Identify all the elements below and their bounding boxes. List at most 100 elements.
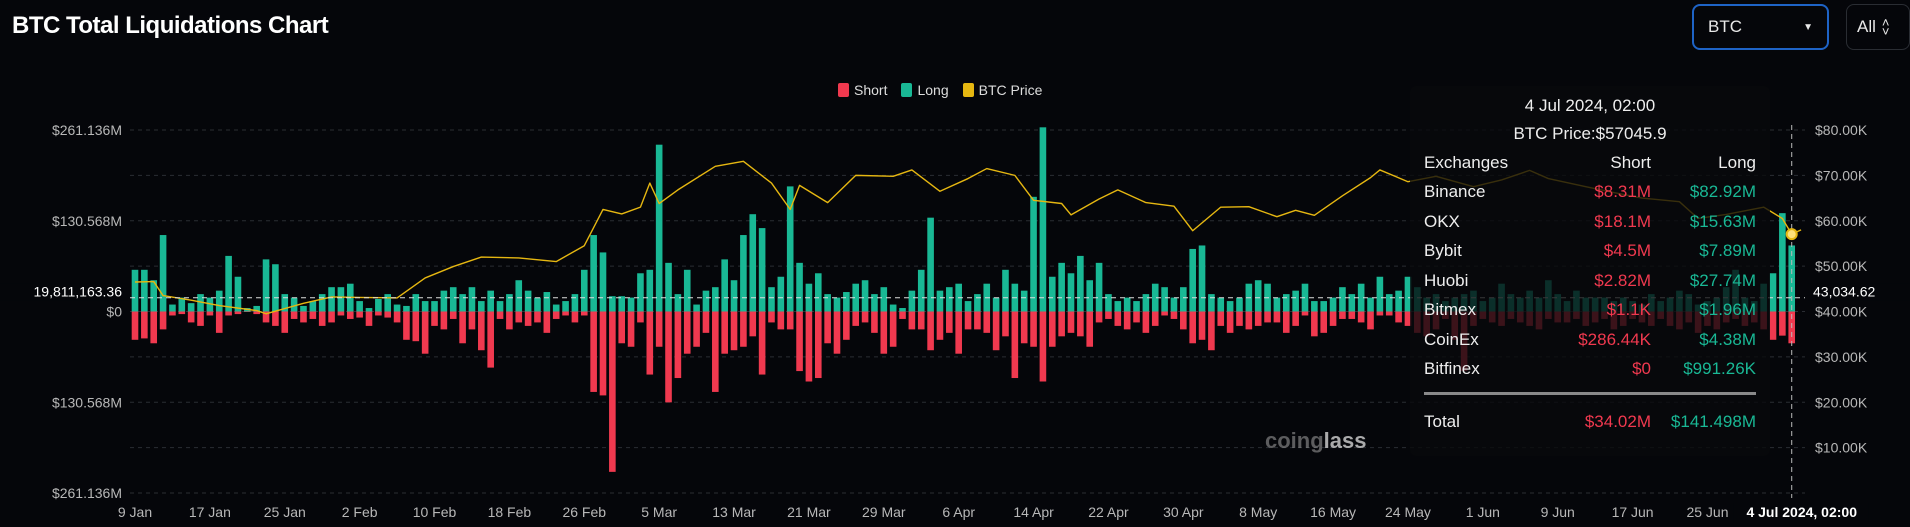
tooltip-long: $27.74M bbox=[1689, 270, 1756, 290]
short-bar bbox=[646, 311, 654, 375]
long-bar bbox=[496, 301, 504, 312]
short-bar bbox=[552, 311, 560, 319]
left-axis-tick: $261.136M bbox=[52, 122, 122, 138]
short-bar bbox=[1114, 311, 1122, 326]
short-bar bbox=[927, 311, 934, 351]
long-bar bbox=[637, 273, 644, 312]
short-bar bbox=[159, 311, 167, 330]
short-bar bbox=[290, 311, 298, 319]
long-bar bbox=[1161, 287, 1168, 312]
long-bar bbox=[543, 292, 551, 312]
short-bar bbox=[215, 311, 223, 333]
chart-legend: Short Long BTC Price bbox=[838, 82, 1042, 98]
long-bar bbox=[197, 294, 204, 312]
long-bar bbox=[1133, 301, 1140, 312]
left-axis-tick: $0 bbox=[106, 304, 122, 320]
short-bar bbox=[1404, 311, 1412, 326]
short-bar bbox=[590, 311, 597, 392]
short-bar bbox=[1367, 311, 1374, 330]
short-bar bbox=[712, 311, 719, 392]
long-bar bbox=[328, 287, 335, 312]
legend-item-long[interactable]: Long bbox=[901, 82, 949, 98]
short-bar bbox=[899, 311, 906, 319]
legend-swatch-long bbox=[901, 83, 913, 97]
long-bar bbox=[740, 235, 747, 312]
long-bar bbox=[234, 276, 242, 312]
short-bar bbox=[946, 311, 953, 333]
short-bar bbox=[768, 311, 775, 323]
short-bar bbox=[1273, 311, 1281, 323]
legend-item-short[interactable]: Short bbox=[838, 82, 887, 98]
short-bar bbox=[721, 311, 728, 354]
long-bar bbox=[141, 269, 148, 312]
long-bar bbox=[1086, 280, 1094, 312]
tooltip-date: 4 Jul 2024, 02:00 bbox=[1524, 96, 1656, 115]
long-bar bbox=[655, 144, 663, 312]
long-bar bbox=[1779, 213, 1786, 312]
legend-item-btc-price[interactable]: BTC Price bbox=[962, 82, 1042, 98]
long-bar bbox=[1254, 280, 1262, 312]
short-bar bbox=[1348, 311, 1356, 319]
short-bar bbox=[786, 311, 794, 330]
x-hover-label: 4 Jul 2024, 02:00 bbox=[1746, 504, 1857, 520]
x-axis-tick: 8 May bbox=[1239, 504, 1277, 520]
range-select-value: All bbox=[1857, 17, 1876, 36]
long-bar bbox=[356, 301, 363, 312]
short-bar bbox=[730, 311, 738, 351]
short-bar bbox=[1086, 311, 1094, 347]
long-bar bbox=[365, 308, 373, 312]
short-bar bbox=[1236, 311, 1243, 326]
short-bar bbox=[384, 311, 392, 318]
tooltip-name: Bybit bbox=[1424, 241, 1462, 261]
long-bar bbox=[1320, 301, 1328, 312]
short-bar bbox=[1067, 311, 1075, 333]
x-axis-tick: 5 Mar bbox=[641, 504, 677, 520]
tooltip-table: Exchanges Short Long Binance $8.31M $82.92… bbox=[1424, 148, 1756, 437]
coin-select[interactable]: BTC ▼ bbox=[1692, 4, 1829, 50]
long-bar bbox=[908, 290, 916, 312]
short-bar bbox=[852, 311, 860, 326]
short-bar bbox=[206, 311, 214, 316]
short-bar bbox=[599, 311, 607, 396]
short-bar bbox=[1320, 311, 1328, 333]
long-bar bbox=[1048, 276, 1056, 312]
long-bar bbox=[131, 269, 139, 312]
long-bar bbox=[159, 235, 167, 312]
short-bar bbox=[534, 311, 541, 323]
x-axis-tick: 1 Jun bbox=[1466, 504, 1500, 520]
short-bar bbox=[496, 311, 504, 319]
right-axis-tick: $60.00K bbox=[1815, 213, 1868, 229]
long-bar bbox=[1367, 297, 1374, 312]
short-bar bbox=[1779, 311, 1786, 336]
short-bar bbox=[281, 311, 289, 333]
long-bar bbox=[225, 255, 232, 312]
col-long: Long bbox=[1718, 152, 1756, 172]
tooltip-name: OKX bbox=[1424, 211, 1460, 231]
short-bar bbox=[805, 311, 813, 382]
long-bar bbox=[1039, 127, 1047, 312]
long-bar bbox=[1095, 262, 1103, 312]
short-bar bbox=[459, 311, 466, 344]
short-bar bbox=[983, 311, 991, 333]
long-bar bbox=[1189, 248, 1196, 312]
long-bar bbox=[412, 294, 420, 312]
x-axis-tick: 22 Apr bbox=[1088, 504, 1129, 520]
tooltip-short: $8.31M bbox=[1594, 182, 1651, 202]
long-bar bbox=[824, 294, 831, 312]
long-bar bbox=[1273, 297, 1281, 312]
short-bar bbox=[1058, 311, 1065, 337]
right-axis-tick: $80.00K bbox=[1815, 122, 1868, 138]
long-bar bbox=[1142, 294, 1150, 312]
short-bar bbox=[702, 311, 710, 333]
long-bar bbox=[487, 290, 494, 312]
short-bar bbox=[562, 311, 569, 316]
long-bar bbox=[1404, 276, 1412, 312]
short-bar bbox=[637, 311, 644, 323]
coinglass-watermark: coinglass bbox=[1265, 428, 1367, 453]
long-bar bbox=[187, 303, 195, 312]
right-axis-tick: $20.00K bbox=[1815, 394, 1868, 410]
caret-down-icon: ▼ bbox=[1803, 21, 1813, 33]
tooltip-name: Bitfinex bbox=[1424, 359, 1480, 379]
short-bar bbox=[1030, 311, 1037, 347]
long-bar bbox=[524, 290, 532, 312]
